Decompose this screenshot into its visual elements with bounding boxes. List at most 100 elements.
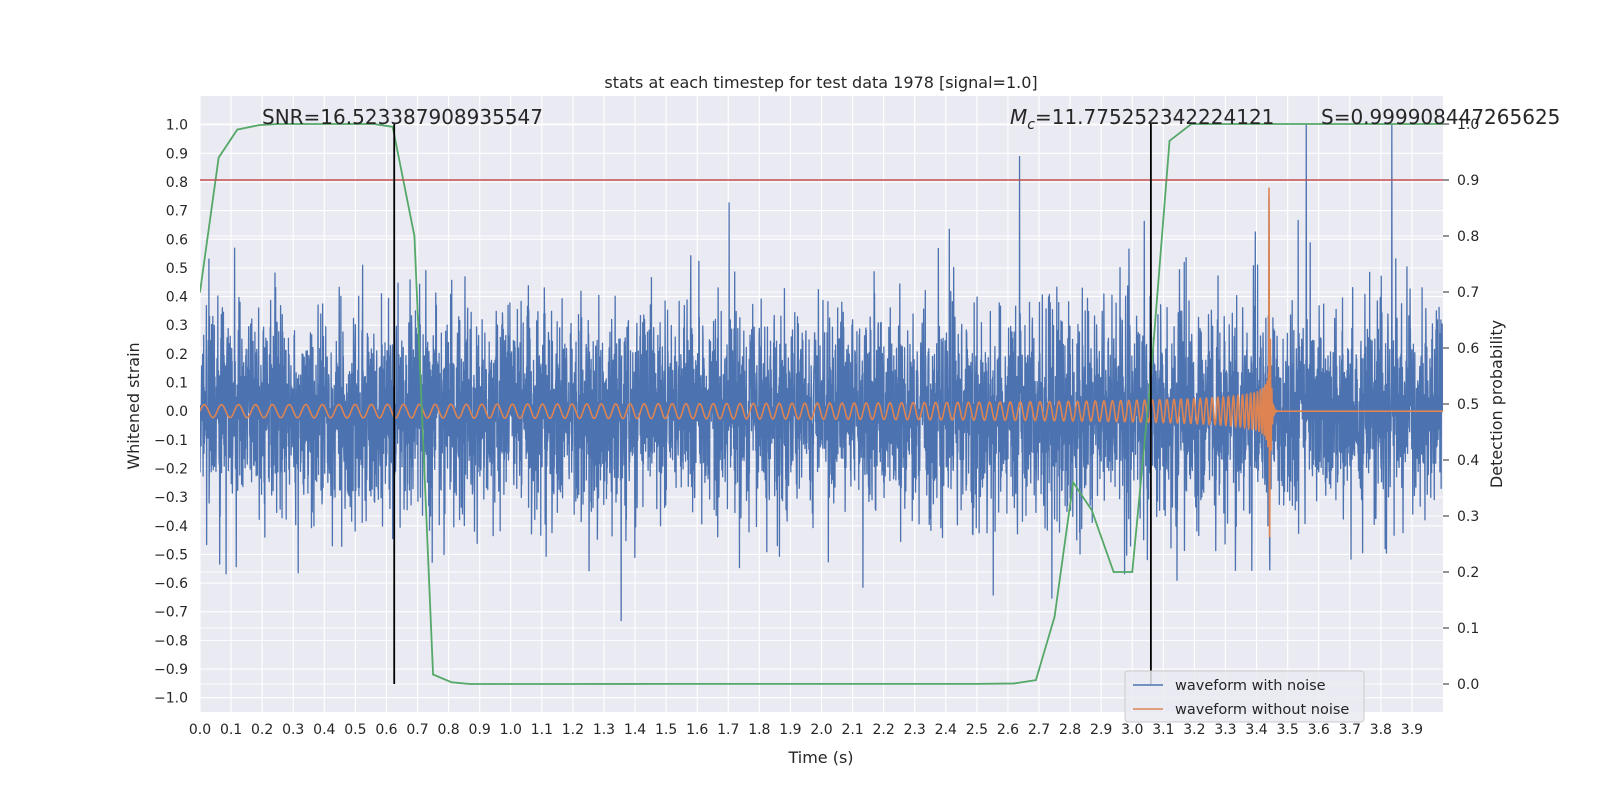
y-tick-label: −0.9 — [154, 662, 188, 678]
x-tick-label: 2.7 — [1028, 722, 1050, 738]
x-tick-label: 2.9 — [1090, 722, 1112, 738]
chirp-mass-subscript: c — [1027, 117, 1035, 133]
x-tick-label: 2.1 — [841, 722, 863, 738]
y-right-tick-label: 0.6 — [1457, 341, 1479, 357]
detection-probability-point — [491, 683, 493, 685]
y-tick-label: 0.1 — [166, 376, 188, 392]
s-annotation: S=0.999908447265625 — [1321, 105, 1560, 129]
x-tick-label: 1.6 — [686, 722, 708, 738]
detection-probability-point — [450, 681, 453, 684]
y-tick-label: 0.0 — [166, 404, 188, 420]
x-tick-label: 1.0 — [500, 722, 522, 738]
data-layer — [200, 123, 1443, 685]
overlay-lines — [200, 124, 1443, 684]
x-tick-label: 0.3 — [282, 722, 304, 738]
y-right-tick-label: 0.0 — [1457, 677, 1479, 693]
x-tick-label: 2.2 — [873, 722, 895, 738]
x-tick-label: 3.3 — [1214, 722, 1236, 738]
y-tick-label: −0.1 — [154, 433, 188, 449]
y-right-axis-label: Detection probability — [1487, 320, 1506, 488]
x-tick-label: 0.8 — [437, 722, 459, 738]
detection-probability-point — [1364, 123, 1367, 125]
y-tick-label: −0.4 — [154, 519, 188, 535]
x-tick-label: 2.0 — [810, 722, 832, 738]
y-right-tick-label: 0.4 — [1457, 453, 1479, 469]
chart-title: stats at each timestep for test data 197… — [604, 73, 1037, 92]
detection-probability-point — [332, 123, 335, 125]
y-tick-label: 1.0 — [166, 118, 188, 134]
y-tick-label: 0.7 — [166, 204, 188, 220]
x-tick-label: 1.7 — [717, 722, 739, 738]
x-tick-label: 0.6 — [375, 722, 397, 738]
x-tick-labels: 0.0 0.1 0.2 0.3 0.4 0.5 0.6 0.7 0.8 0.9 1.0 1.1 1.2 1… — [189, 722, 1423, 738]
x-tick-label: 1.8 — [748, 722, 770, 738]
legend-label-noise: waveform with noise — [1175, 678, 1326, 694]
x-axis-label: Time (s) — [787, 748, 853, 767]
y-right-tick-label: 0.9 — [1457, 173, 1479, 189]
x-tick-label: 0.2 — [251, 722, 273, 738]
x-tick-label: 3.0 — [1121, 722, 1143, 738]
y-tick-label: 0.6 — [166, 232, 188, 248]
y-right-tick-labels: 1.0 0.9 0.8 0.7 0.6 0.5 0.4 0.3 0.2 0.1 0.0 — [1443, 117, 1479, 693]
detection-probability-point — [413, 235, 416, 237]
detection-probability-point — [354, 123, 357, 125]
detection-probability-point — [665, 683, 667, 685]
x-tick-label: 3.7 — [1339, 722, 1361, 738]
detection-probability-point — [217, 156, 220, 159]
detection-probability-point — [200, 291, 201, 293]
detection-probability-point — [820, 683, 823, 685]
detection-probability-point — [976, 683, 978, 685]
legend: waveform with noise waveform without noi… — [1124, 670, 1365, 723]
y-tick-label: −0.8 — [154, 633, 188, 649]
detection-probability-point — [391, 126, 394, 128]
y-tick-label: −0.2 — [154, 461, 188, 477]
x-tick-label: 2.4 — [935, 722, 957, 738]
x-tick-label: 3.6 — [1308, 722, 1330, 738]
y-tick-label: −0.5 — [154, 547, 188, 563]
detection-probability-point — [373, 123, 375, 125]
y-right-tick-label: 0.8 — [1457, 229, 1479, 245]
detection-probability-point — [1131, 571, 1134, 573]
y-right-tick-label: 0.2 — [1457, 565, 1479, 581]
x-tick-label: 3.8 — [1370, 722, 1392, 738]
y-tick-label: 0.9 — [166, 146, 188, 162]
detection-probability-point — [1190, 123, 1193, 125]
detection-probability-point — [314, 123, 316, 125]
y-tick-label: −0.7 — [154, 605, 188, 621]
y-right-tick-label: 0.1 — [1457, 621, 1479, 637]
y-tick-label: −1.0 — [154, 691, 188, 707]
series-waveform-with-noise — [200, 124, 1443, 622]
x-tick-label: 0.4 — [313, 722, 335, 738]
detection-probability-point — [432, 673, 434, 676]
detection-probability-point — [276, 123, 279, 125]
chirp-mass-annotation: Mc=11.775252342224121 — [1010, 105, 1274, 133]
snr-annotation: SNR=16.523387908935547 — [262, 105, 543, 129]
y-tick-label: 0.8 — [166, 175, 188, 191]
y-right-tick-label: 0.5 — [1457, 397, 1479, 413]
detection-probability-point — [1013, 682, 1015, 685]
chirp-mass-symbol: M — [1010, 105, 1027, 129]
detection-probability-point — [1112, 571, 1115, 573]
x-tick-label: 3.2 — [1183, 722, 1205, 738]
y-tick-label: 0.4 — [166, 290, 188, 306]
x-tick-label: 1.3 — [593, 722, 615, 738]
y-right-tick-label: 0.3 — [1457, 509, 1479, 525]
detection-probability-point — [1035, 679, 1037, 681]
y-tick-labels: 1.0 0.9 0.8 0.7 0.6 0.5 0.4 0.3 0.2 0.1 0.0 −0.1 −0.… — [154, 118, 188, 707]
detection-probability-point — [258, 124, 260, 126]
x-tick-label: 3.5 — [1276, 722, 1298, 738]
x-tick-label: 1.2 — [562, 722, 584, 738]
y-tick-label: −0.6 — [154, 576, 188, 592]
detection-probability-point — [541, 683, 543, 685]
detection-probability-point — [469, 683, 472, 685]
legend-frame — [1124, 670, 1365, 723]
x-tick-label: 3.4 — [1245, 722, 1267, 738]
x-tick-label: 0.9 — [469, 722, 491, 738]
x-tick-label: 1.9 — [779, 722, 801, 738]
detection-probability-point — [1209, 123, 1211, 125]
detection-probability-point — [1091, 509, 1093, 512]
detection-probability-point — [1168, 140, 1171, 142]
x-tick-label: 0.1 — [220, 722, 242, 738]
x-tick-label: 1.1 — [531, 722, 553, 738]
